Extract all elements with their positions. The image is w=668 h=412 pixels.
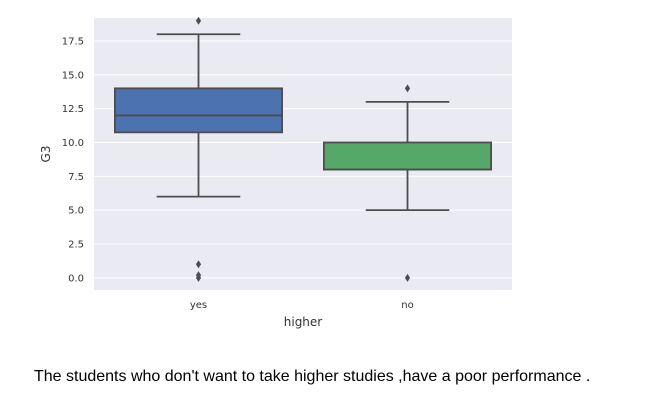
box-no	[322, 84, 492, 282]
caption-text: The students who don't want to take high…	[34, 368, 591, 385]
y-tick-label-7: 17.5	[62, 37, 84, 48]
x-tick-labels: yes no	[190, 300, 414, 311]
grid-lines	[94, 40, 512, 279]
box-series	[114, 16, 492, 282]
y-tick-label-6: 15.0	[62, 70, 84, 81]
outlier-yes-0	[195, 16, 202, 25]
outlier-yes-1	[195, 260, 202, 269]
y-tick-label-0: 0.0	[68, 273, 84, 284]
y-tick-label-4: 10.0	[62, 138, 84, 149]
y-axis-label: G3	[39, 146, 53, 163]
y-tick-label-5: 12.5	[62, 104, 84, 115]
x-tick-label-yes: yes	[190, 300, 207, 311]
outlier-no-0	[404, 84, 411, 93]
x-tick-label-no: no	[401, 300, 413, 311]
box-body-no	[322, 141, 492, 171]
box-body-yes	[114, 87, 283, 134]
outlier-no-1	[404, 273, 411, 282]
y-tick-labels: 0.0 2.5 5.0 7.5 10.0 12.5 15.0 17.5	[62, 37, 84, 285]
outlier-yes-3	[195, 273, 202, 282]
y-tick-label-3: 7.5	[68, 172, 84, 183]
box-plot-chart: 0.0 2.5 5.0 7.5 10.0 12.5 15.0 17.5 yes no highe…	[39, 16, 512, 329]
y-tick-label-2: 5.0	[68, 206, 84, 217]
box-yes	[114, 16, 283, 282]
x-axis-label: higher	[284, 315, 323, 329]
y-tick-label-1: 2.5	[68, 239, 84, 250]
